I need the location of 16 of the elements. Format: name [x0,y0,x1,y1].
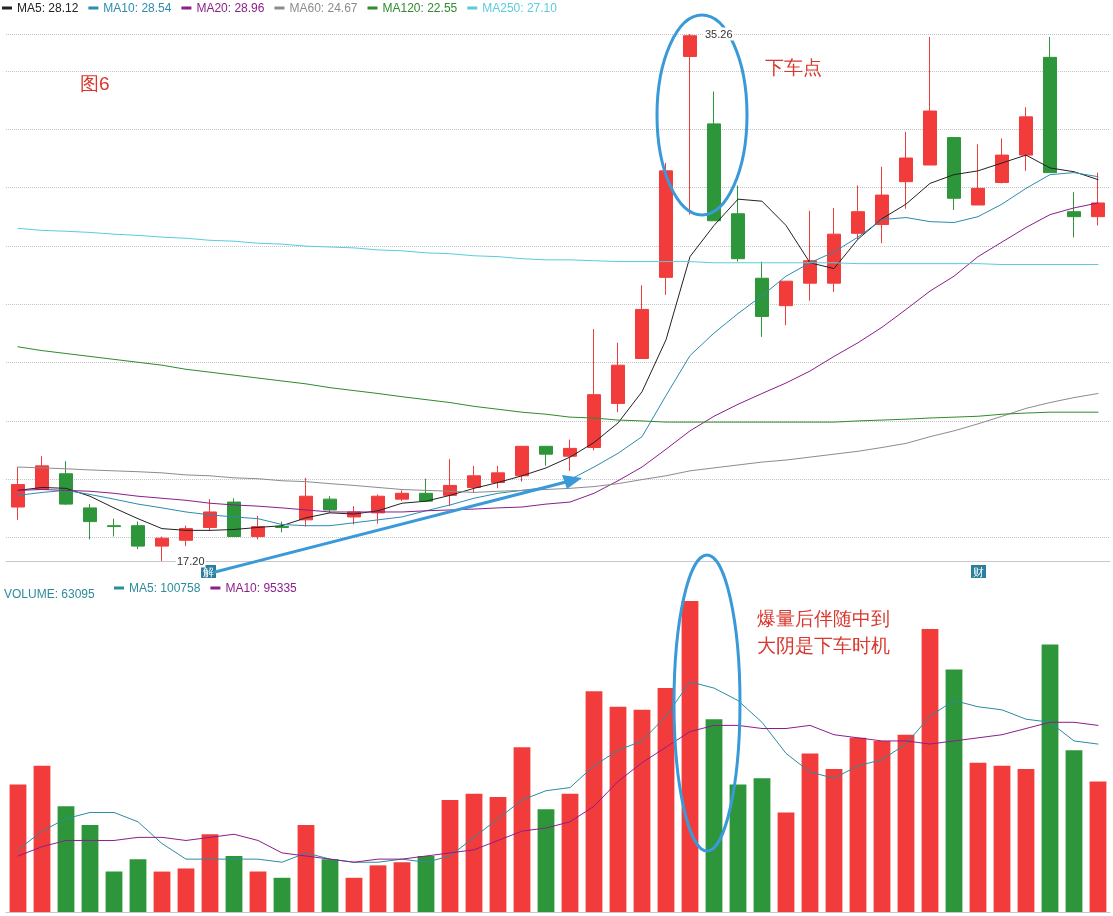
text: 解 [203,565,214,578]
legend-label: MA20: 28.96 [196,1,265,15]
annotation: 爆量后伴随中到大阴是下车时机 [757,608,890,656]
legend-label: MA60: 24.67 [289,1,358,15]
annotation: 35.26 [705,28,733,40]
legend-label: MA120: 22.55 [382,1,458,15]
annotation: 17.20 [177,555,205,567]
text: 财 [973,565,984,578]
legend-label: MA250: 27.10 [482,1,558,15]
annotation: VOLUME: 63095 [4,587,96,601]
legend-label: MA5: 28.12 [17,1,79,15]
legend-label: MA10: 95335 [225,581,298,595]
annotation: 下车点 [765,57,822,78]
legend-label: MA5: 100758 [129,581,201,595]
annotation: 图6 [80,73,110,94]
legend-label: MA10: 28.54 [103,1,172,15]
